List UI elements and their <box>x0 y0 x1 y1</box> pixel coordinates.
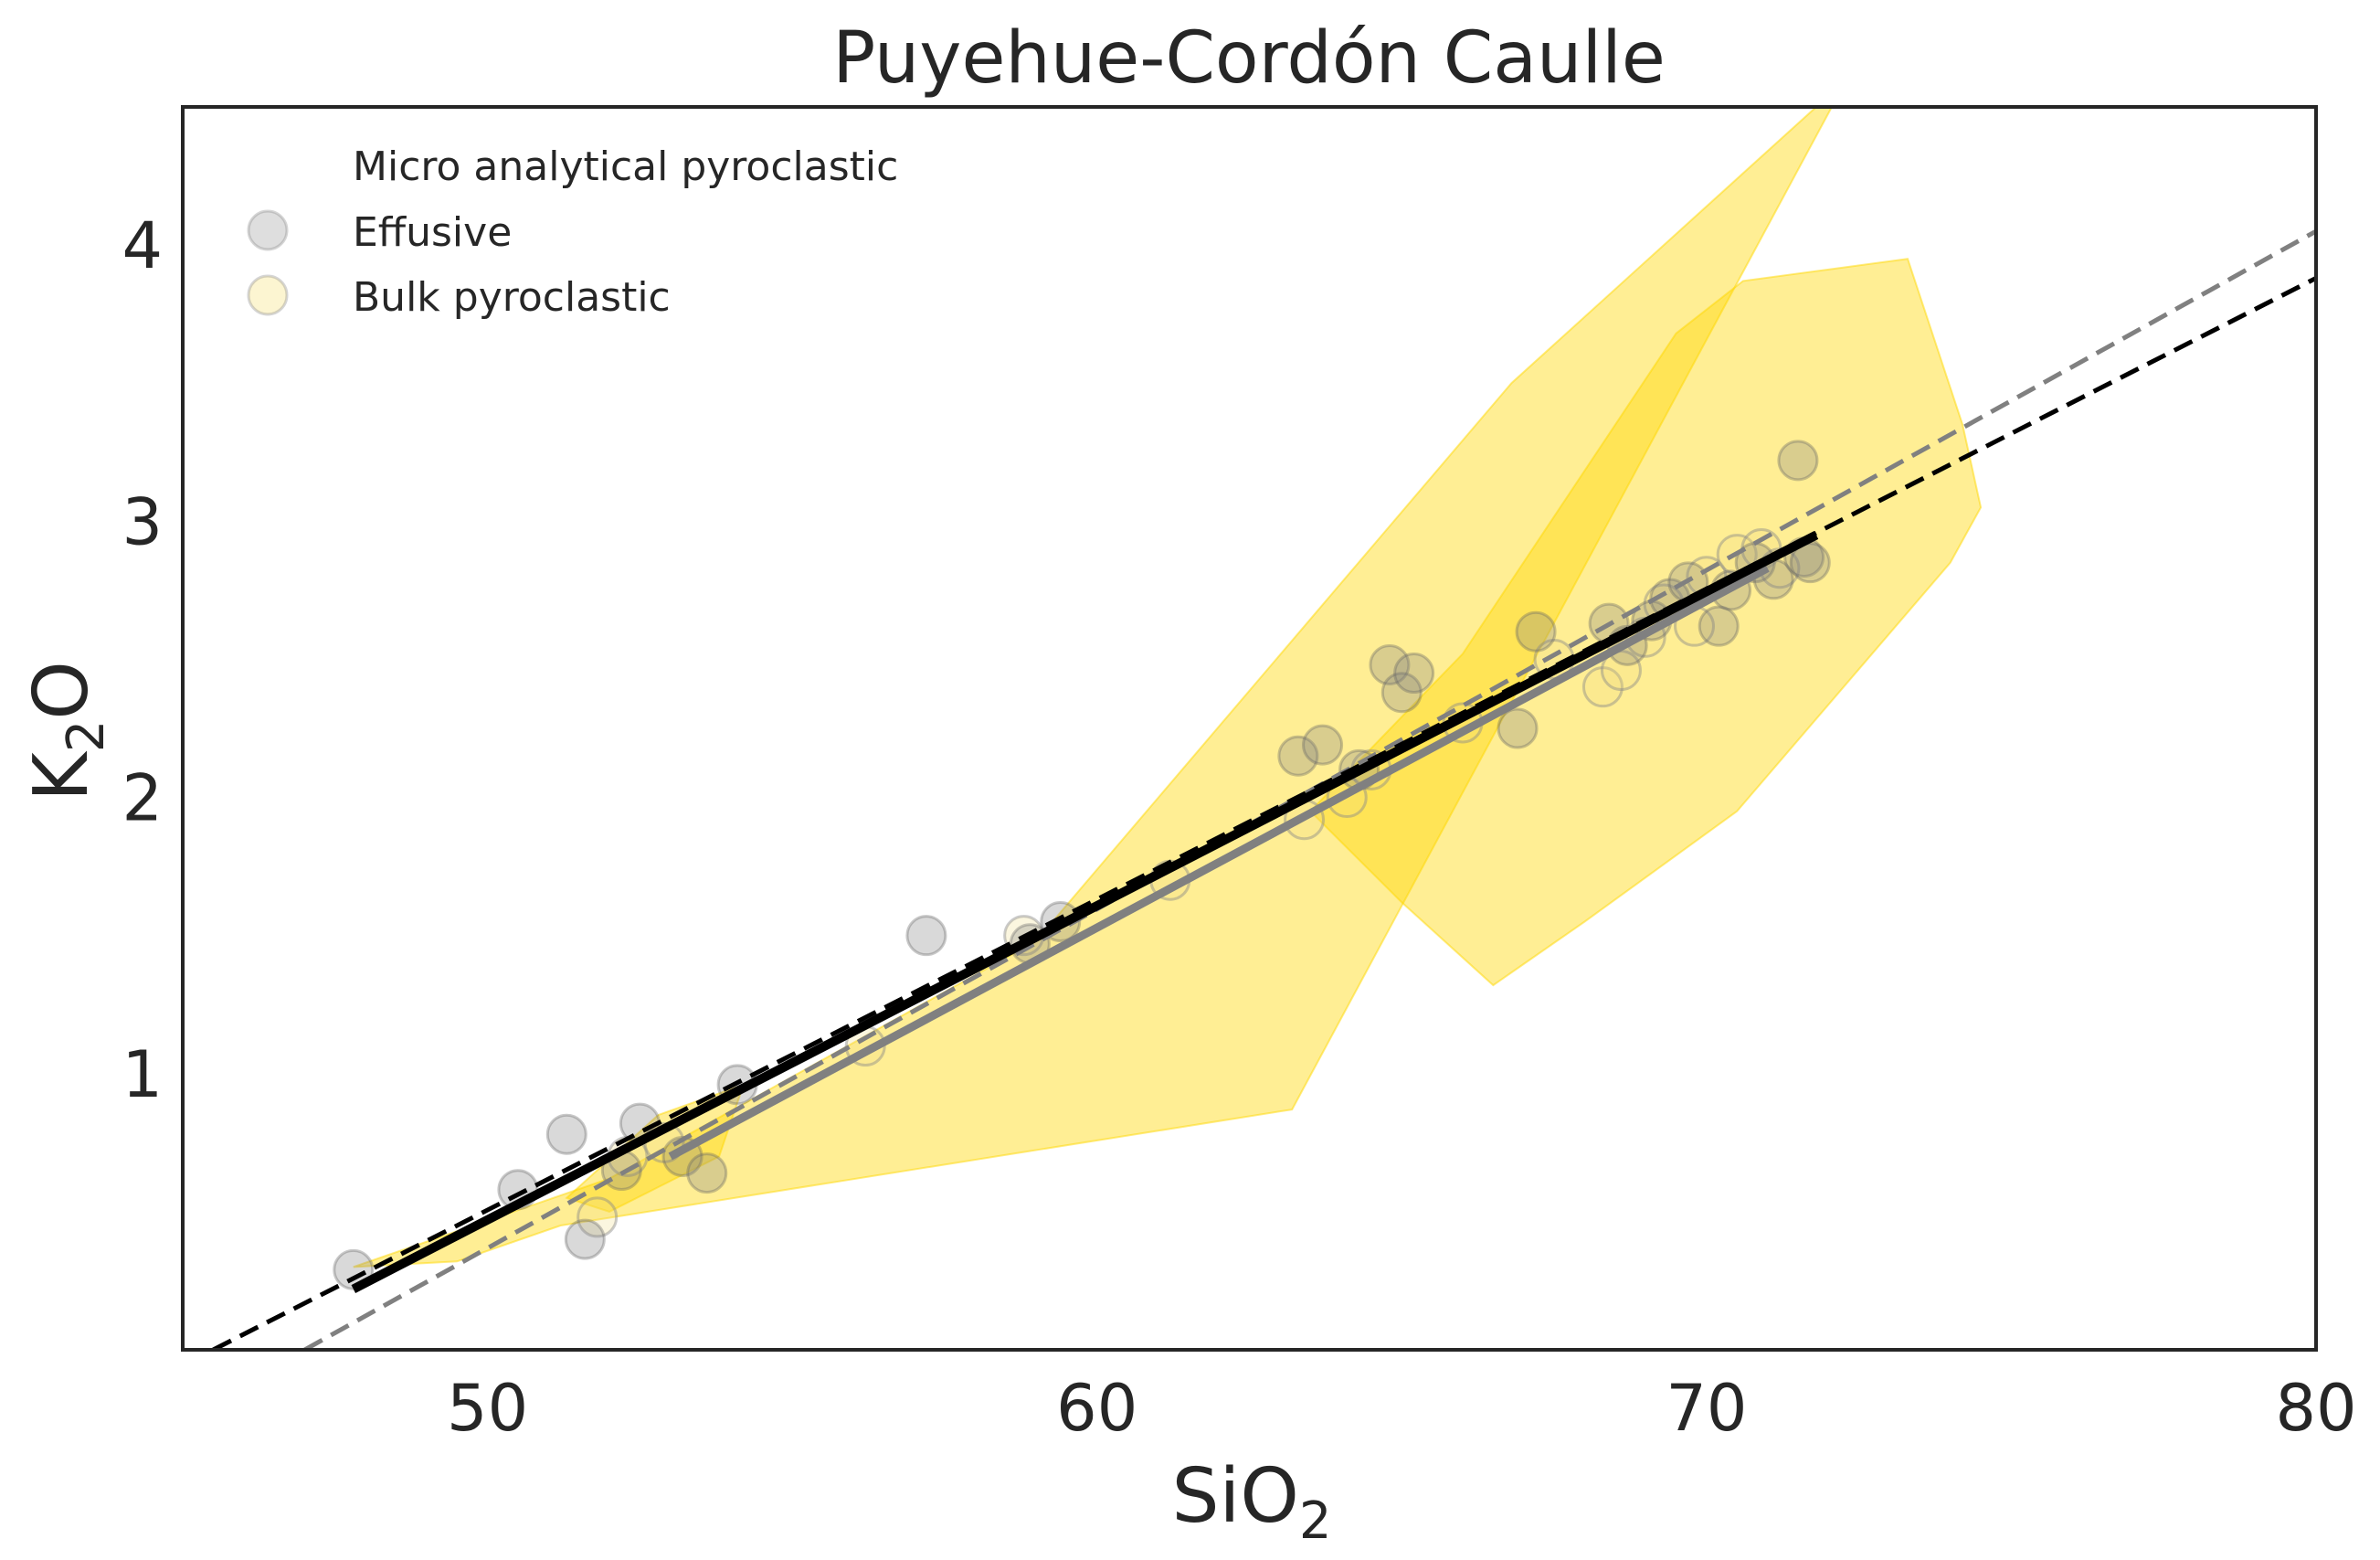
y-tick-label: 2 <box>122 761 163 836</box>
effusive-point <box>1302 724 1344 766</box>
effusive-point <box>1393 653 1435 695</box>
bulk-point <box>576 1196 619 1238</box>
x-tick-label: 50 <box>447 1371 528 1446</box>
effusive-point <box>1698 605 1740 647</box>
fit-gray-dashed-line <box>303 228 2316 1350</box>
legend-marker <box>247 209 289 251</box>
effusive-point <box>1277 735 1319 777</box>
effusive-point <box>905 915 947 957</box>
fit-gray-solid-line <box>668 564 1770 1161</box>
x-tick-label: 80 <box>2275 1371 2356 1446</box>
legend-label: Micro analytical pyroclastic <box>353 143 898 190</box>
y-tick-label: 4 <box>122 208 163 283</box>
fit-black-dashed-line <box>212 276 2316 1350</box>
plot-background <box>183 107 2316 1350</box>
effusive-point <box>1380 672 1423 714</box>
y-tick-labels: 1 2 3 4 <box>122 208 163 1112</box>
effusive-point <box>1515 610 1557 653</box>
x-tick-label: 70 <box>1666 1371 1747 1446</box>
lines-layer <box>212 228 2316 1350</box>
effusive-point <box>686 1152 728 1194</box>
x-tick-labels: 50 60 70 80 <box>447 1371 2357 1446</box>
y-axis-label: K2O <box>18 661 116 801</box>
y-tick-label: 3 <box>122 484 163 559</box>
chart-title: Puyehue-Cordón Caulle <box>832 17 1666 100</box>
x-tick-label: 60 <box>1056 1371 1137 1446</box>
legend-label: Effusive <box>353 209 512 256</box>
x-axis-label: SiO2 <box>1171 1453 1331 1551</box>
effusive-point <box>545 1113 587 1155</box>
legend-marker <box>247 274 289 316</box>
effusive-point <box>1369 643 1411 685</box>
bulk-point <box>1581 666 1624 708</box>
plot-frame <box>181 105 2318 1352</box>
legend: Micro analytical pyroclastic Effusive Bulk… <box>247 143 898 321</box>
effusive-point <box>564 1218 606 1260</box>
effusive-point <box>1789 542 1831 584</box>
legend-label: Bulk pyroclastic <box>353 274 671 321</box>
pyroclastic-field-1 <box>353 107 1834 1268</box>
y-tick-label: 1 <box>122 1037 163 1112</box>
fit-black-solid-line <box>351 530 1819 1293</box>
effusive-point <box>1497 707 1539 749</box>
effusive-point <box>1777 440 1819 482</box>
